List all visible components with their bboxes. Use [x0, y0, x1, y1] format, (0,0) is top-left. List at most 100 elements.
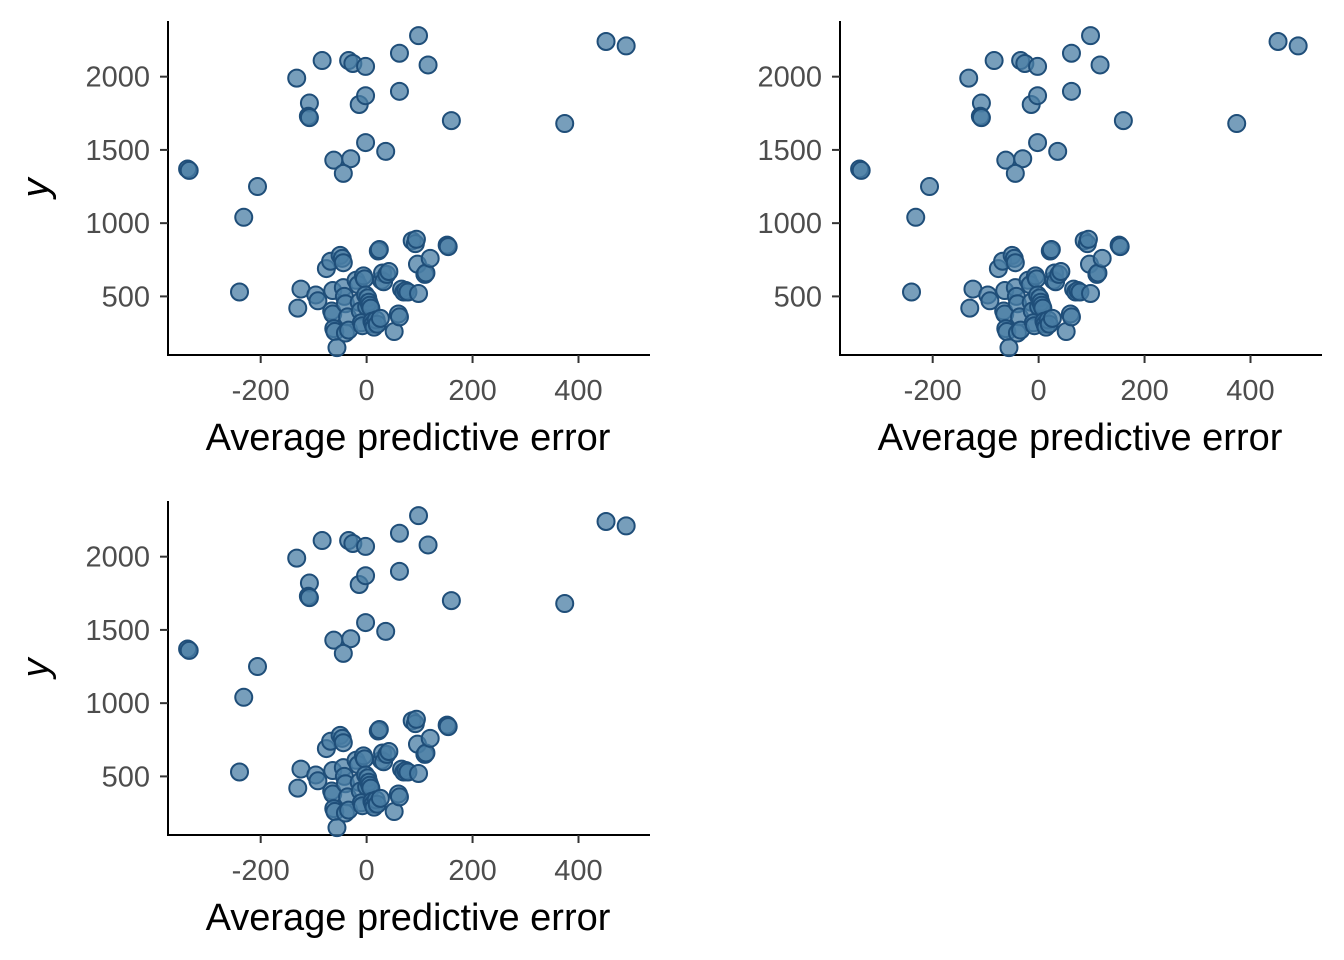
- scatter-point: [920, 177, 940, 197]
- x-tick-label: -200: [232, 375, 290, 407]
- scatter-point: [406, 709, 426, 729]
- scatter-point: [333, 643, 353, 663]
- scatter-point: [312, 531, 332, 551]
- scatter-point: [1061, 307, 1081, 327]
- scatter-point: [418, 55, 438, 75]
- scatter-point: [355, 749, 375, 769]
- scatter-point: [248, 657, 268, 677]
- scatter-point: [333, 253, 353, 273]
- scatter-point: [389, 787, 409, 807]
- scatter-point: [1042, 308, 1062, 328]
- scatter-point: [596, 32, 616, 52]
- y-tick-label: 2000: [85, 542, 150, 574]
- scatter-point: [376, 141, 396, 161]
- x-tick-label: 0: [359, 375, 375, 407]
- scatter-point: [230, 762, 250, 782]
- scatter-point: [369, 720, 389, 740]
- scatter-point: [1028, 133, 1048, 153]
- scatter-point: [356, 613, 376, 633]
- scatter-point: [1048, 141, 1068, 161]
- x-tick-label: 400: [1226, 375, 1274, 407]
- y-axis-title: y: [15, 177, 57, 201]
- scatter-point: [438, 717, 458, 737]
- scatter-point: [327, 818, 347, 838]
- scatter-point: [959, 68, 979, 88]
- y-tick-label: 500: [102, 281, 150, 313]
- scatter-point: [1092, 248, 1112, 268]
- scatter-point: [1288, 36, 1308, 56]
- scatter-points: [178, 26, 636, 358]
- scatter-point: [248, 177, 268, 197]
- scatter-panel-top-right: Average predictive error y -200 0 200 400 50…: [15, 21, 1322, 459]
- scatter-point: [356, 56, 376, 76]
- scatter-point: [370, 788, 390, 808]
- scatter-point: [555, 594, 575, 614]
- scatter-point: [906, 207, 926, 227]
- scatter-point: [1027, 269, 1047, 289]
- scatter-point: [379, 262, 399, 281]
- scatter-point: [230, 282, 250, 302]
- scatter-point: [327, 338, 347, 358]
- scatter-points: [850, 26, 1308, 358]
- scatter-point: [971, 108, 991, 128]
- scatter-point: [1110, 237, 1130, 257]
- scatter-point: [356, 133, 376, 153]
- x-axis-title: Average predictive error: [206, 417, 611, 459]
- y-axis-title: y: [15, 177, 57, 201]
- scatter-point: [389, 561, 409, 581]
- scatter-point: [616, 36, 636, 56]
- scatter-point: [1028, 86, 1048, 106]
- scatter-point: [1081, 283, 1101, 303]
- scatter-point: [341, 629, 361, 649]
- scatter-point: [1005, 163, 1025, 183]
- scatter-point: [312, 51, 332, 71]
- scatter-point: [389, 523, 409, 543]
- scatter-point: [376, 621, 396, 641]
- scatter-point: [596, 512, 616, 532]
- scatter-point: [1051, 262, 1071, 281]
- scatter-point: [389, 43, 409, 63]
- x-tick-label: 200: [1120, 375, 1168, 407]
- y-tick-label: 1500: [85, 615, 150, 647]
- x-axis-title: Average predictive error: [878, 417, 1283, 459]
- y-tick-label: 1500: [85, 135, 150, 167]
- scatter-point: [389, 307, 409, 327]
- scatter-point: [1013, 149, 1033, 169]
- scatter-point: [420, 728, 440, 748]
- scatter-point: [288, 778, 308, 798]
- scatter-point: [409, 283, 429, 303]
- scatter-point: [389, 81, 409, 101]
- scatter-point: [555, 114, 575, 134]
- scatter-point: [1061, 43, 1081, 63]
- scatter-point: [356, 536, 376, 556]
- scatter-point: [999, 338, 1019, 358]
- scatter-point: [308, 771, 328, 791]
- scatter-point: [1028, 56, 1048, 76]
- scatter-point: [984, 51, 1004, 71]
- scatter-point: [851, 160, 871, 180]
- scatter-point: [409, 506, 429, 526]
- scatter-point: [341, 149, 361, 169]
- scatter-panel-top-left: Average predictive error y -200 0 200 400 50…: [15, 21, 650, 459]
- scatter-point: [287, 548, 307, 568]
- scatter-point: [333, 733, 353, 753]
- scatter-point: [409, 26, 429, 46]
- y-tick-label: 1000: [85, 208, 150, 240]
- scatter-points: [178, 506, 636, 838]
- x-tick-label: 0: [1031, 375, 1047, 407]
- y-tick-label: 1000: [85, 688, 150, 720]
- scatter-point: [333, 163, 353, 183]
- scatter-point: [1005, 253, 1025, 273]
- scatter-point: [616, 516, 636, 536]
- y-tick-label: 2000: [757, 62, 822, 94]
- scatter-point: [438, 237, 458, 257]
- scatter-point: [356, 86, 376, 106]
- scatter-point: [299, 108, 319, 128]
- scatter-point: [420, 248, 440, 268]
- x-tick-label: -200: [904, 375, 962, 407]
- y-tick-label: 2000: [85, 62, 150, 94]
- scatter-point: [1078, 229, 1098, 249]
- scatter-point: [179, 640, 199, 660]
- x-tick-label: -200: [232, 855, 290, 887]
